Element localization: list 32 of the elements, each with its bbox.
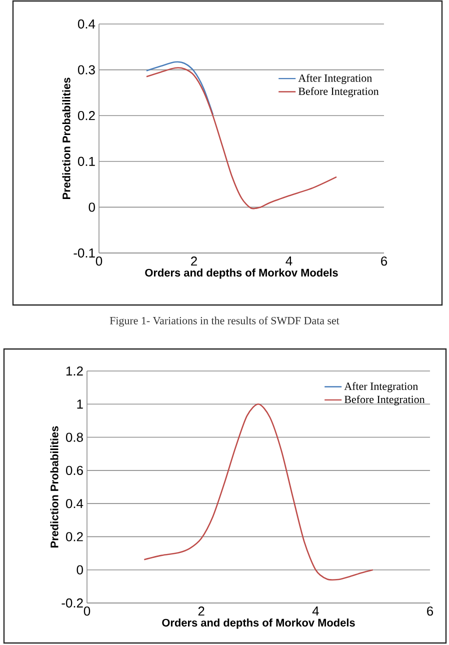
x-tick-label: 6 bbox=[381, 256, 388, 266]
y-tick-label: -0.2 bbox=[62, 598, 83, 608]
legend-label: Before Integration bbox=[344, 395, 425, 406]
y-tick-label: 0.4 bbox=[66, 498, 84, 508]
x-tick-label: 6 bbox=[427, 606, 434, 616]
y-tick-label: 0.1 bbox=[78, 156, 95, 166]
y-tick-label: 0.3 bbox=[78, 65, 95, 74]
y-tick-label: 0.4 bbox=[78, 19, 96, 29]
x-tick-label: 2 bbox=[198, 606, 204, 616]
y-axis-title: Prediction Probabilities bbox=[50, 426, 58, 548]
x-tick-label: 4 bbox=[312, 606, 319, 616]
y-tick-label: 0.2 bbox=[66, 532, 83, 542]
y-tick-label: 1 bbox=[77, 400, 83, 409]
caption: Figure 1- Variations in the results of SWDF Data set bbox=[110, 316, 340, 327]
y-tick-label: -0.1 bbox=[74, 248, 95, 258]
legend-label: After Integration bbox=[298, 74, 372, 84]
y-tick-label: 0.6 bbox=[66, 466, 83, 476]
y-tick-label: 0.2 bbox=[78, 111, 95, 120]
x-axis-title: Orders and depths of Morkov Models bbox=[145, 268, 338, 279]
y-tick-label: 0 bbox=[76, 565, 83, 574]
y-tick-label: 0.8 bbox=[66, 432, 83, 442]
y-tick-label: 0 bbox=[88, 202, 95, 212]
x-tick-label: 0 bbox=[96, 256, 102, 266]
line-series bbox=[146, 61, 214, 116]
y-axis-title: Prediction Probabilities bbox=[62, 78, 70, 199]
line-series bbox=[144, 403, 374, 581]
y-tick-label: 1.2 bbox=[66, 366, 83, 376]
legend-label: Before Integration bbox=[298, 87, 379, 98]
legend-label: After Integration bbox=[344, 382, 418, 392]
x-axis-title: Orders and depths of Morkov Models bbox=[162, 618, 355, 629]
x-tick-label: 4 bbox=[286, 256, 292, 266]
x-tick-label: 2 bbox=[191, 256, 197, 266]
